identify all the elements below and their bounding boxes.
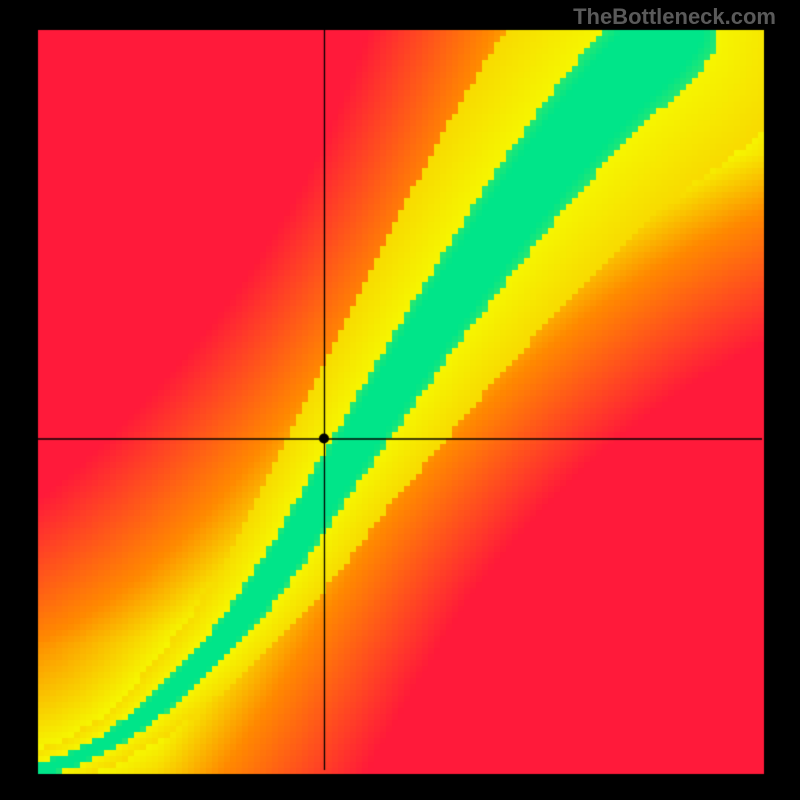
chart-container: TheBottleneck.com [0, 0, 800, 800]
heatmap-canvas [0, 0, 800, 800]
watermark-text: TheBottleneck.com [573, 4, 776, 30]
